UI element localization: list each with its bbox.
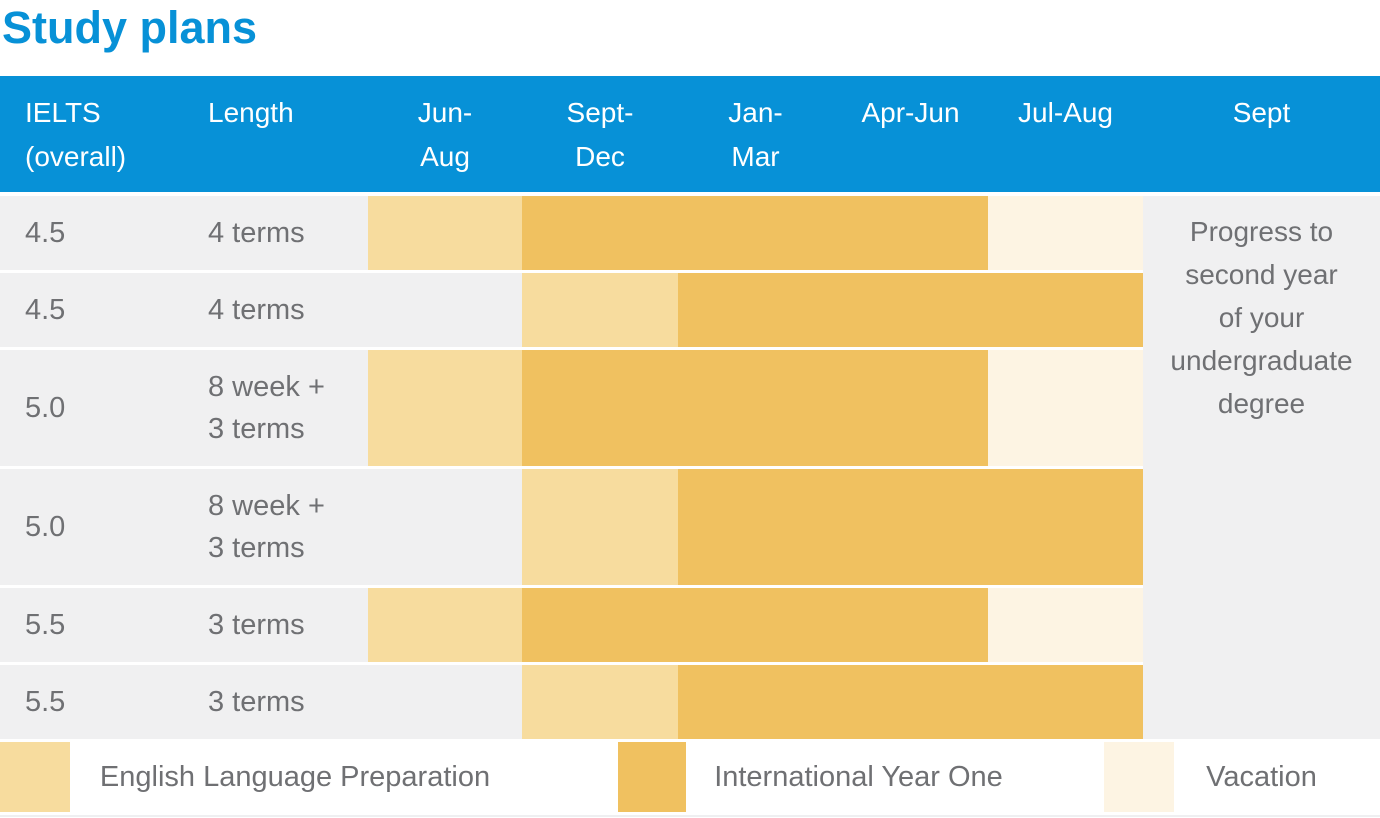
column-header-sept-dec: Sept-Dec [522, 76, 678, 192]
table-row: 5.0 8 week +3 terms [0, 469, 1143, 585]
ielts-score-cell: 4.5 [25, 196, 65, 270]
segment-english-language-preparation [368, 196, 522, 270]
table-row: 4.5 4 terms [0, 273, 1143, 347]
segment-international-year-one [522, 350, 988, 466]
column-header-label: Sept [1143, 91, 1380, 135]
sept-note-line: undergraduate [1143, 339, 1380, 382]
ielts-score-value: 4.5 [25, 289, 65, 331]
segment-english-language-preparation [522, 273, 678, 347]
sept-note-line: degree [1143, 382, 1380, 425]
segment-english-language-preparation [522, 469, 678, 585]
column-header-label: Jan- [678, 91, 833, 135]
sept-note-line: second year [1143, 253, 1380, 296]
table-row: 5.5 3 terms [0, 665, 1143, 739]
sept-note-line: of your [1143, 296, 1380, 339]
column-header-jun-aug: Jun-Aug [368, 76, 522, 192]
page-title: Study plans [2, 2, 257, 54]
column-header-label: Length [208, 91, 368, 135]
segment-english-language-preparation [368, 588, 522, 662]
length-value-line: 3 terms [208, 527, 325, 569]
length-cell: 8 week +3 terms [208, 350, 325, 466]
column-header-ielts: IELTS(overall) [25, 76, 185, 192]
length-cell: 8 week +3 terms [208, 469, 325, 585]
length-value-line: 4 terms [208, 212, 305, 254]
segment-international-year-one [522, 196, 988, 270]
column-header-label: IELTS [25, 91, 185, 135]
segment-vacation [988, 350, 1143, 466]
segment-international-year-one [678, 273, 1143, 347]
column-header-jan-mar: Jan-Mar [678, 76, 833, 192]
column-header-jul-aug: Jul-Aug [988, 76, 1143, 192]
column-header-label: Jul-Aug [988, 91, 1143, 135]
legend-label-english-language-preparation: English Language Preparation [70, 742, 520, 812]
length-value-line: 3 terms [208, 604, 305, 646]
column-header-label: Dec [522, 135, 678, 179]
column-header-label: Jun- [368, 91, 522, 135]
length-value-line: 8 week + [208, 485, 325, 527]
ielts-score-value: 5.0 [25, 387, 65, 429]
legend-swatch-english-language-preparation [0, 742, 70, 812]
table-header-row: IELTS(overall) LengthJun-AugSept-DecJan-M… [0, 76, 1380, 192]
legend-label-vacation: Vacation [1174, 742, 1349, 812]
length-value-line: 3 terms [208, 681, 305, 723]
ielts-score-cell: 4.5 [25, 273, 65, 347]
length-value-line: 3 terms [208, 408, 325, 450]
ielts-score-value: 5.5 [25, 604, 65, 646]
sept-note-line: Progress to [1143, 210, 1380, 253]
sept-note-column: Progress tosecond yearof yourundergradua… [1143, 196, 1380, 739]
legend-swatch-international-year-one [618, 742, 686, 812]
ielts-score-cell: 5.0 [25, 469, 65, 585]
sept-note-text: Progress tosecond yearof yourundergradua… [1143, 196, 1380, 425]
ielts-score-cell: 5.5 [25, 665, 65, 739]
ielts-score-value: 5.5 [25, 681, 65, 723]
segment-international-year-one [678, 665, 1143, 739]
ielts-score-cell: 5.5 [25, 588, 65, 662]
legend-label-international-year-one: International Year One [686, 742, 1031, 812]
segment-international-year-one [678, 469, 1143, 585]
length-value-line: 4 terms [208, 289, 305, 331]
legend: English Language Preparation Internationa… [0, 742, 1380, 812]
study-plans-page: Study plans IELTS(overall)LengthJun-AugS… [0, 0, 1380, 818]
column-header-length: Length [208, 76, 368, 192]
length-cell: 4 terms [208, 196, 305, 270]
column-header-label: Mar [678, 135, 833, 179]
length-cell: 4 terms [208, 273, 305, 347]
column-header-apr-jun: Apr-Jun [833, 76, 988, 192]
ielts-score-value: 4.5 [25, 212, 65, 254]
segment-vacation [988, 196, 1143, 270]
length-value-line: 8 week + [208, 366, 325, 408]
ielts-score-value: 5.0 [25, 506, 65, 548]
column-header-label: Aug [368, 135, 522, 179]
ielts-score-cell: 5.0 [25, 350, 65, 466]
column-header-sept: Sept [1143, 76, 1380, 192]
length-cell: 3 terms [208, 588, 305, 662]
column-header-label: Sept- [522, 91, 678, 135]
length-cell: 3 terms [208, 665, 305, 739]
table-row: 4.5 4 terms [0, 196, 1143, 270]
segment-english-language-preparation [522, 665, 678, 739]
segment-vacation [988, 588, 1143, 662]
column-header-label: Apr-Jun [833, 91, 988, 135]
legend-swatch-vacation [1104, 742, 1174, 812]
segment-english-language-preparation [368, 350, 522, 466]
table-row: 5.5 3 terms [0, 588, 1143, 662]
column-header-label: (overall) [25, 135, 185, 179]
bottom-divider [0, 815, 1380, 817]
table-row: 5.0 8 week +3 terms [0, 350, 1143, 466]
segment-international-year-one [522, 588, 988, 662]
